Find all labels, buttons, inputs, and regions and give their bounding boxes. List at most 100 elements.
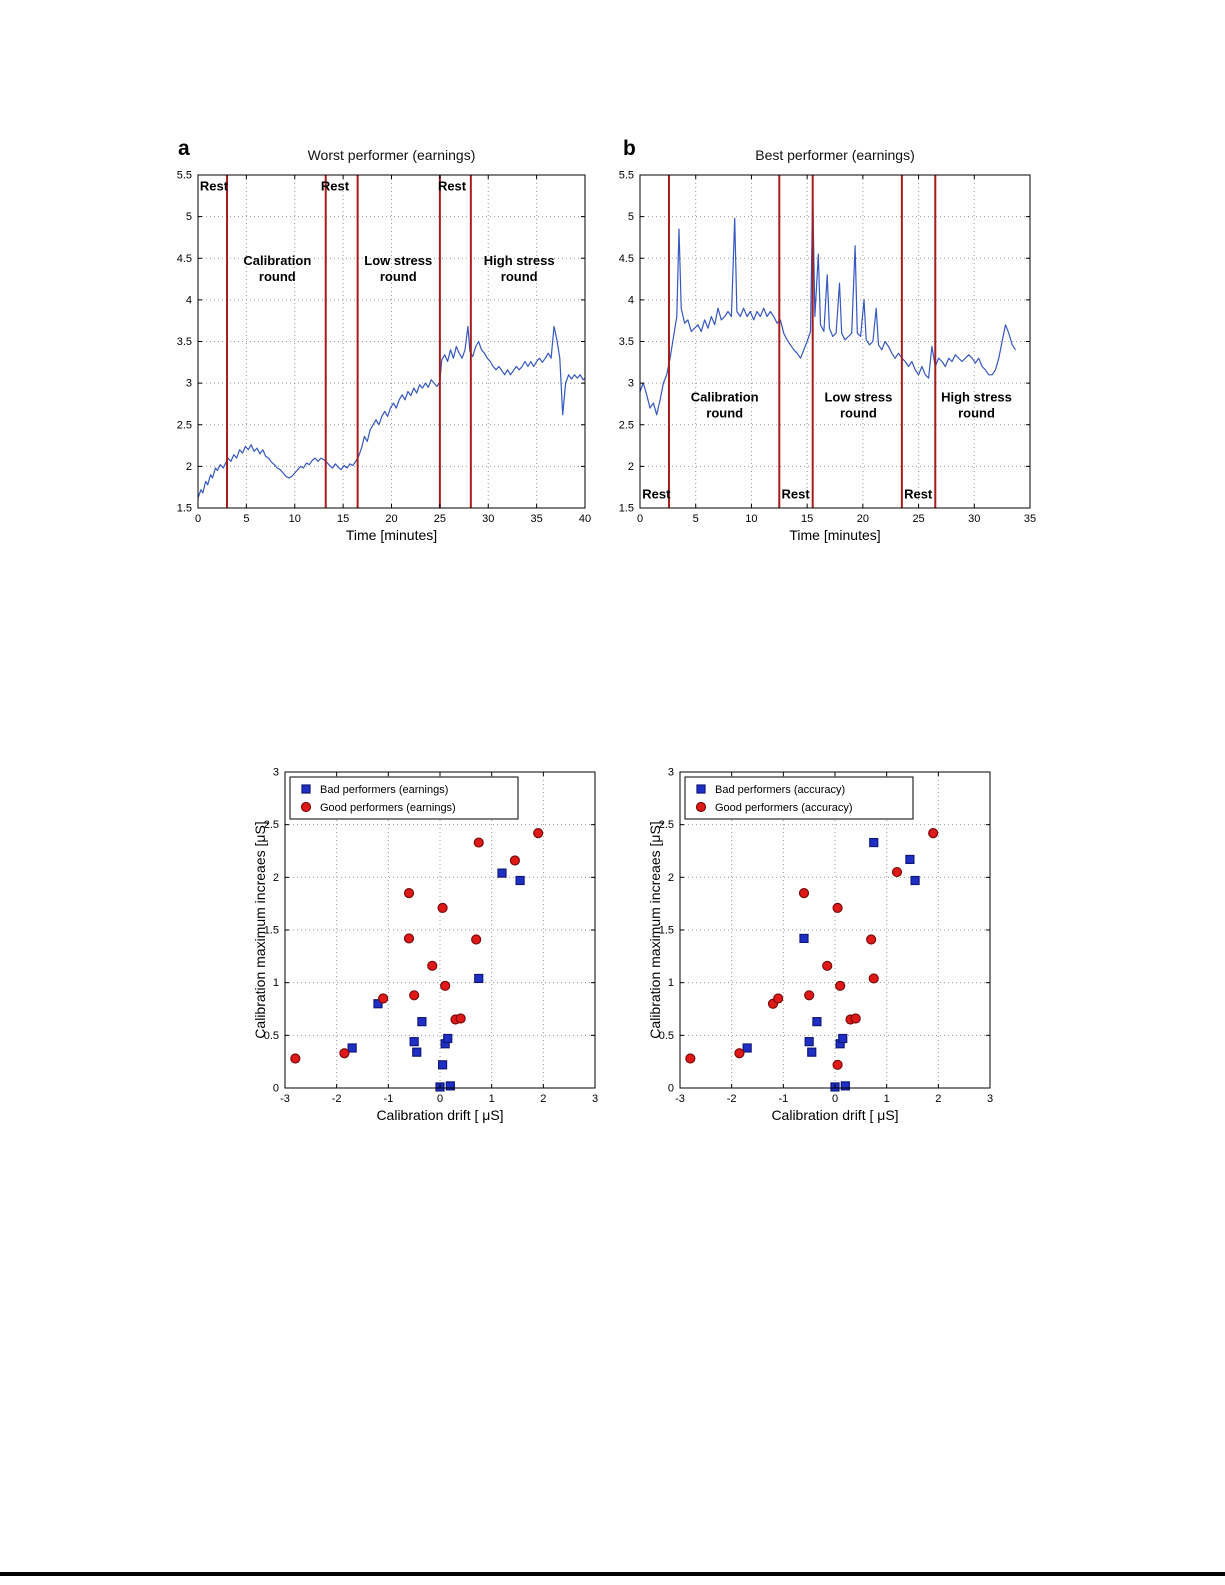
svg-text:3: 3 (273, 767, 279, 779)
svg-text:0.5: 0.5 (659, 1030, 674, 1042)
legend: Bad performers (earnings) Good performers… (289, 776, 519, 820)
panel-label-b: b (623, 137, 636, 160)
svg-text:25: 25 (912, 513, 924, 525)
svg-text:30: 30 (968, 513, 980, 525)
grid (680, 772, 990, 1088)
svg-text:Rest: Rest (321, 179, 350, 194)
svg-text:2.5: 2.5 (659, 819, 674, 831)
tick-marks (197, 174, 586, 509)
svg-text:4: 4 (186, 294, 192, 306)
chart-title: Best performer (earnings) (755, 147, 915, 163)
tick-labels: 0 5 10 15 20 25 30 35 40 1.5 2 2.5 3 3.5 4 4.5 5 5.5 (177, 170, 591, 526)
svg-text:Rest: Rest (438, 179, 467, 194)
axis-box (639, 174, 1031, 509)
svg-text:0: 0 (195, 513, 201, 525)
x-axis-label: Calibration drift [ μS] (771, 1107, 899, 1123)
plot-canvas: Rest Rest Rest Calibration round Low stress ro… (177, 170, 591, 526)
svg-text:3.5: 3.5 (619, 336, 634, 348)
svg-text:30: 30 (482, 513, 494, 525)
svg-text:-1: -1 (778, 1093, 788, 1105)
phase-lines (226, 175, 472, 508)
svg-text:0: 0 (273, 1083, 279, 1095)
annotations: Rest Rest Rest Calibration round Low stress ro… (200, 179, 555, 284)
svg-text:3: 3 (628, 378, 634, 390)
svg-text:Bad performers (accuracy): Bad performers (accuracy) (715, 784, 845, 796)
tick-labels: -3 -2 -1 0 1 2 3 0 0.5 1 1.5 2 2.5 3 (659, 767, 993, 1106)
annotations: Rest Rest Rest Calibration round Low stress ro… (642, 389, 1012, 501)
x-axis-label: Time [minutes] (789, 527, 881, 543)
data-line (639, 191, 1017, 416)
svg-text:5: 5 (243, 513, 249, 525)
plot-canvas: Bad performers (accuracy) Good performers… (659, 767, 993, 1106)
svg-text:0: 0 (668, 1083, 674, 1095)
svg-text:-3: -3 (675, 1093, 685, 1105)
svg-text:1: 1 (273, 977, 279, 989)
svg-text:2: 2 (540, 1093, 546, 1105)
tick-labels: -3 -2 -1 0 1 2 3 0 0.5 1 1.5 2 2.5 3 (264, 767, 598, 1106)
svg-text:40: 40 (579, 513, 591, 525)
svg-text:1.5: 1.5 (659, 925, 674, 937)
grid (198, 175, 585, 508)
series-bad_performers (347, 868, 525, 1092)
tick-labels: 0 5 10 15 20 25 30 35 1.5 2 2.5 3 3.5 4 4.5 5 5.5 (619, 170, 1036, 526)
svg-text:4.5: 4.5 (177, 253, 192, 265)
phase-lines (667, 175, 937, 508)
svg-text:4.5: 4.5 (619, 253, 634, 265)
svg-text:1.5: 1.5 (264, 925, 279, 937)
grid (285, 772, 595, 1088)
svg-text:-1: -1 (383, 1093, 393, 1105)
svg-text:0: 0 (437, 1093, 443, 1105)
svg-text:5: 5 (628, 211, 634, 223)
svg-text:Rest: Rest (782, 487, 811, 502)
svg-text:0: 0 (637, 513, 643, 525)
chart-scatter-accuracy: Bad performers (accuracy) Good performers… (635, 745, 1015, 1135)
svg-text:-3: -3 (280, 1093, 290, 1105)
svg-text:Good performers (earnings): Good performers (earnings) (320, 802, 456, 814)
series-bad_performers (742, 837, 920, 1092)
svg-text:-2: -2 (727, 1093, 737, 1105)
svg-text:2.5: 2.5 (177, 419, 192, 431)
chart-scatter-earnings: Bad performers (earnings) Good performers… (240, 745, 620, 1135)
plot-canvas: Bad performers (earnings) Good performers… (264, 767, 598, 1106)
series-good_performers (685, 827, 939, 1070)
y-axis-label: Calibration maximum increaes [μS] (252, 821, 268, 1039)
svg-text:2: 2 (628, 461, 634, 473)
svg-text:0: 0 (832, 1093, 838, 1105)
tick-marks (639, 174, 1031, 509)
svg-text:2: 2 (186, 461, 192, 473)
svg-text:2: 2 (935, 1093, 941, 1105)
chart-title: Worst performer (earnings) (307, 147, 476, 163)
svg-text:20: 20 (857, 513, 869, 525)
svg-text:1: 1 (489, 1093, 495, 1105)
svg-text:Rest: Rest (904, 487, 933, 502)
x-axis-label: Time [minutes] (345, 527, 438, 543)
svg-text:15: 15 (801, 513, 813, 525)
legend: Bad performers (accuracy) Good performers… (684, 776, 914, 820)
svg-text:5.5: 5.5 (619, 170, 634, 182)
svg-text:2.5: 2.5 (619, 419, 634, 431)
svg-text:4: 4 (628, 294, 634, 306)
plot-canvas: Rest Rest Rest Calibration round Low stress ro… (619, 170, 1036, 526)
svg-text:3: 3 (668, 767, 674, 779)
x-axis-label: Calibration drift [ μS] (376, 1107, 504, 1123)
svg-text:1.5: 1.5 (619, 503, 634, 515)
chart-worst-performer: a Worst performer (earnings) Rest Rest Res… (160, 135, 620, 550)
panel-label-a: a (178, 137, 190, 160)
y-axis-label: Calibration maximum increaes [μS] (647, 821, 663, 1039)
svg-text:10: 10 (745, 513, 757, 525)
svg-text:Rest: Rest (642, 487, 671, 502)
svg-text:3: 3 (987, 1093, 993, 1105)
svg-text:Bad performers (earnings): Bad performers (earnings) (320, 784, 448, 796)
svg-text:2: 2 (273, 872, 279, 884)
svg-text:5.5: 5.5 (177, 170, 192, 182)
svg-text:Rest: Rest (200, 179, 229, 194)
svg-text:1: 1 (884, 1093, 890, 1105)
chart-best-performer: b Best performer (earnings) Rest Rest Rest… (605, 135, 1055, 550)
svg-text:20: 20 (385, 513, 397, 525)
svg-text:Good performers (accuracy): Good performers (accuracy) (715, 802, 853, 814)
